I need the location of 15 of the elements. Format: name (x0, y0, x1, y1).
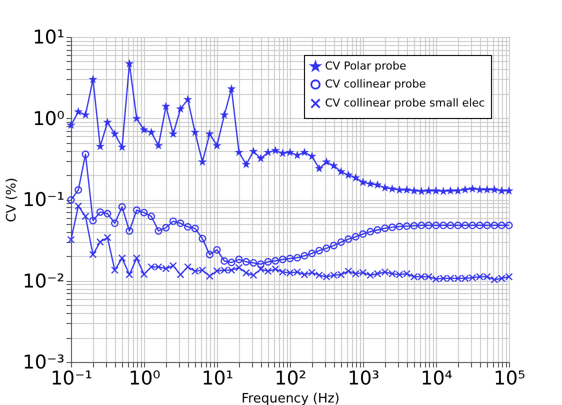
x-tick-label: 10⁴ (420, 368, 453, 390)
legend-label: CV collinear probe (325, 78, 426, 90)
y-tick-label: 10⁻¹ (22, 189, 64, 211)
x-tick-label: 10⁵ (494, 368, 526, 390)
y-tick-label: 10⁰ (32, 108, 64, 130)
y-axis-title: CV (%) (4, 178, 20, 222)
x-tick-label: 10¹ (202, 368, 234, 390)
x-tick-label: 10⁰ (128, 368, 160, 390)
x-axis-title: Frequency (Hz) (241, 392, 340, 405)
x-tick-label: 10² (274, 368, 306, 390)
legend-label: CV collinear probe small elec (325, 96, 485, 110)
legend-label: CV Polar probe (325, 60, 406, 72)
y-tick-label: 10¹ (32, 26, 64, 48)
y-tick-label: 10⁻² (22, 270, 64, 292)
x-tick-label: 10³ (348, 368, 380, 390)
